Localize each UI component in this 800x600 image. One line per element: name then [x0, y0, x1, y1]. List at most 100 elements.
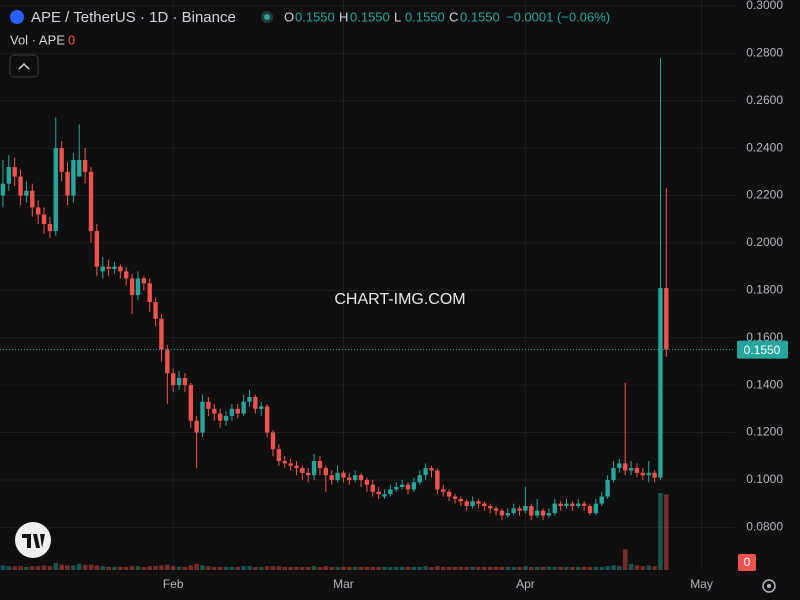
candle-body: [124, 271, 129, 279]
ohlc-key: C: [449, 9, 458, 24]
settings-icon-center: [767, 584, 771, 588]
volume-bar: [470, 566, 475, 570]
candle-body: [241, 401, 246, 414]
candle-body: [487, 506, 493, 509]
ohlc-key: O: [284, 9, 294, 24]
candle-body: [464, 501, 469, 507]
candle-body: [499, 510, 505, 516]
candle-body: [399, 484, 405, 488]
candle-body: [147, 283, 152, 303]
volume-bar: [323, 566, 329, 570]
candle-body: [153, 302, 158, 319]
candle-body: [652, 472, 657, 478]
status-dot: [264, 14, 270, 20]
volume-bar: [176, 566, 182, 570]
volume-bar: [411, 566, 417, 570]
collapse-button[interactable]: [9, 54, 39, 78]
volume-bar: [118, 566, 123, 570]
volume-bar: [646, 565, 652, 570]
volume-bar: [194, 563, 199, 570]
candle-body: [517, 508, 522, 511]
volume-bar: [18, 566, 23, 570]
candle-body: [534, 510, 540, 516]
volume-bar: [241, 566, 246, 570]
candle-body: [47, 223, 53, 232]
volume-bar: [182, 566, 188, 570]
y-tick-label: 0.2800: [746, 45, 783, 59]
candle-body: [223, 415, 229, 421]
volume-bar: [528, 566, 534, 570]
volume-bar: [446, 566, 452, 570]
volume-bar: [664, 494, 669, 570]
volume-bar: [65, 565, 70, 570]
volume-bar: [311, 566, 317, 570]
candle-body: [394, 487, 399, 490]
volume-bar: [59, 564, 64, 570]
volume-bar: [100, 566, 106, 570]
candle-body: [288, 463, 293, 466]
volume-bar: [253, 566, 258, 570]
candle-body: [546, 513, 552, 516]
y-tick-label: 0.1600: [746, 330, 783, 344]
volume-bar: [552, 566, 558, 570]
candle-body: [347, 477, 352, 480]
candle-body: [18, 176, 23, 196]
volume-value: 0: [68, 32, 75, 47]
change: −0.0001 (−0.06%): [506, 9, 610, 24]
logo-mark: [22, 534, 45, 548]
candle-body: [411, 482, 417, 490]
settings-icon[interactable]: [762, 579, 776, 593]
candle-body: [605, 479, 610, 497]
candle-body: [493, 508, 499, 511]
candle-body: [417, 475, 422, 483]
volume-bar: [76, 563, 82, 570]
candle-body: [270, 432, 276, 450]
candle-body: [552, 503, 557, 514]
candle-body: [323, 468, 329, 476]
candle-body: [206, 401, 211, 409]
candle-body: [523, 506, 528, 511]
volume-bar: [347, 566, 352, 570]
volume-bar: [329, 566, 334, 570]
candle-body: [71, 159, 76, 196]
volume-axis-label: 0: [744, 555, 751, 569]
ohlc-value: 0.1550: [350, 9, 390, 24]
candle-body: [253, 396, 258, 409]
y-tick-label: 0.1200: [746, 425, 783, 439]
candle-body: [176, 378, 182, 386]
candle-body: [118, 266, 123, 272]
candle-body: [170, 373, 176, 386]
candle-body: [341, 472, 346, 478]
candle-body: [634, 468, 640, 473]
candle-body: [658, 287, 663, 478]
y-tick-label: 0.2000: [746, 235, 783, 249]
volume-label: Vol · APE: [10, 32, 65, 47]
volume-bar: [153, 566, 158, 570]
volume-bar: [270, 566, 276, 570]
volume-bar: [223, 566, 229, 570]
candle-body: [564, 503, 569, 507]
volume-bar: [370, 566, 376, 570]
volume-bar: [499, 566, 505, 570]
volume-bar: [376, 566, 381, 570]
volume-bar: [300, 566, 305, 570]
candle-body: [441, 489, 446, 492]
volume-bar: [505, 566, 511, 570]
candle-body: [352, 475, 358, 480]
x-tick-label: Mar: [333, 577, 354, 591]
candle-body: [317, 460, 323, 469]
candle-body: [276, 449, 282, 461]
volume-bar: [611, 565, 616, 570]
volume-bar: [511, 566, 516, 570]
volume-bar: [452, 566, 458, 570]
volume-bar: [599, 566, 605, 570]
candle-body: [617, 463, 622, 469]
logo: [15, 522, 51, 558]
candle-body: [247, 396, 252, 402]
candle-body: [141, 278, 147, 284]
volume-bar: [82, 564, 88, 570]
candle-body: [587, 506, 593, 514]
last-price-badge: [737, 340, 788, 359]
volume-bar: [575, 566, 581, 570]
volume-bar: [546, 566, 552, 570]
